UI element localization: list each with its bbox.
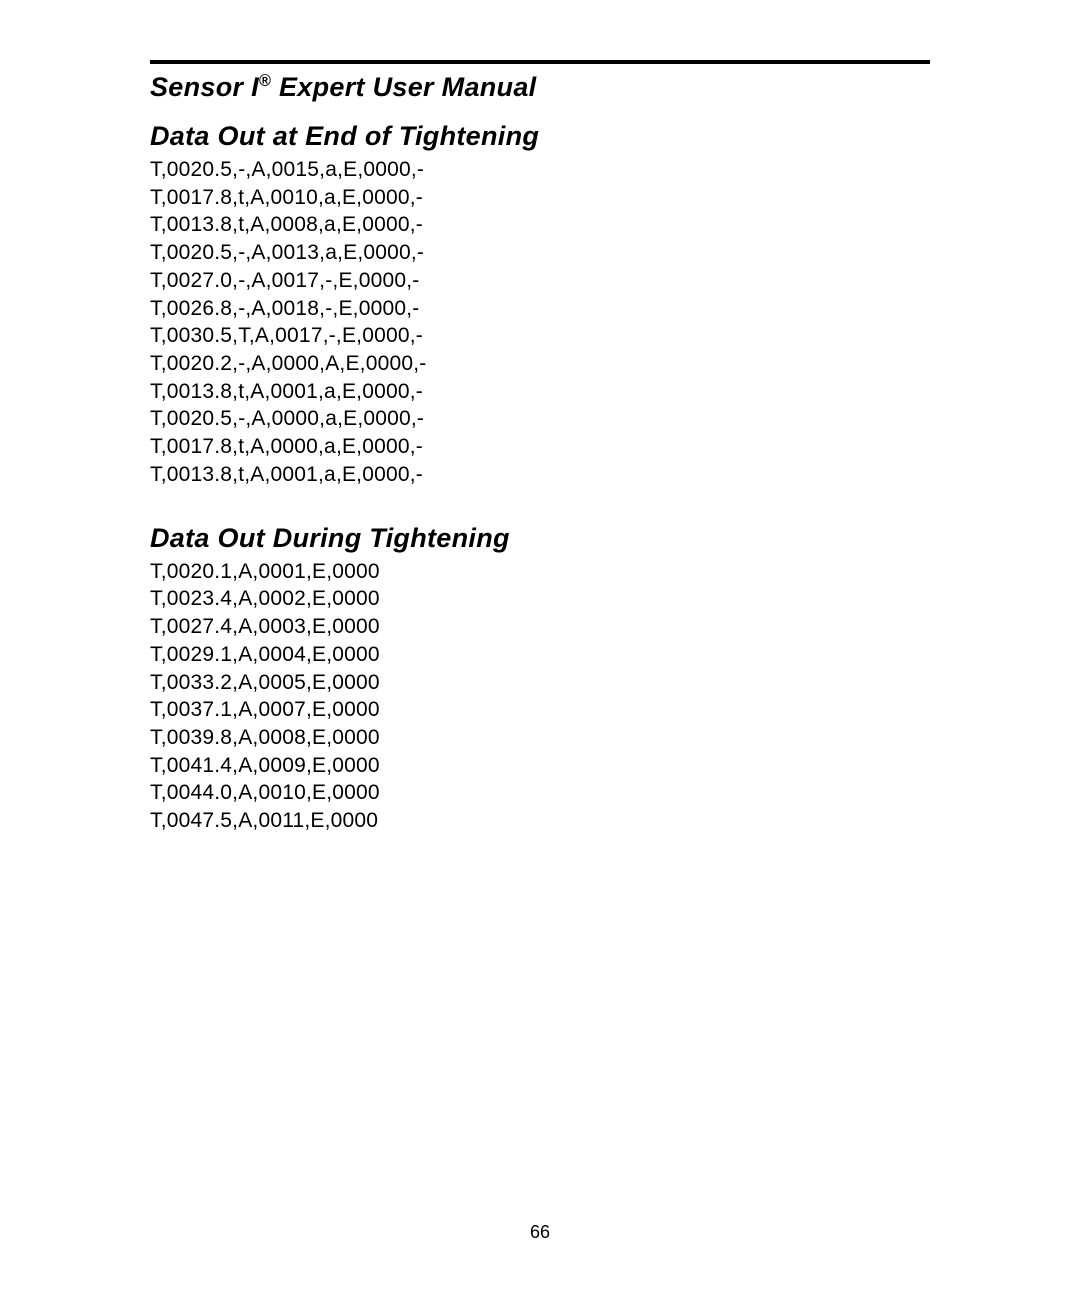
header-rule [150,60,930,64]
manual-title-prefix: Sensor I [150,72,259,102]
data-block-end: T,0020.5,-,A,0015,a,E,0000,- T,0017.8,t,… [150,156,930,489]
data-block-during: T,0020.1,A,0001,E,0000 T,0023.4,A,0002,E… [150,558,930,835]
manual-title-suffix: Expert User Manual [271,72,536,102]
manual-title: Sensor I® Expert User Manual [150,72,930,103]
section-heading-end: Data Out at End of Tightening [150,121,930,152]
registered-mark: ® [259,72,271,90]
page-number: 66 [0,1222,1080,1243]
section-heading-during: Data Out During Tightening [150,523,930,554]
